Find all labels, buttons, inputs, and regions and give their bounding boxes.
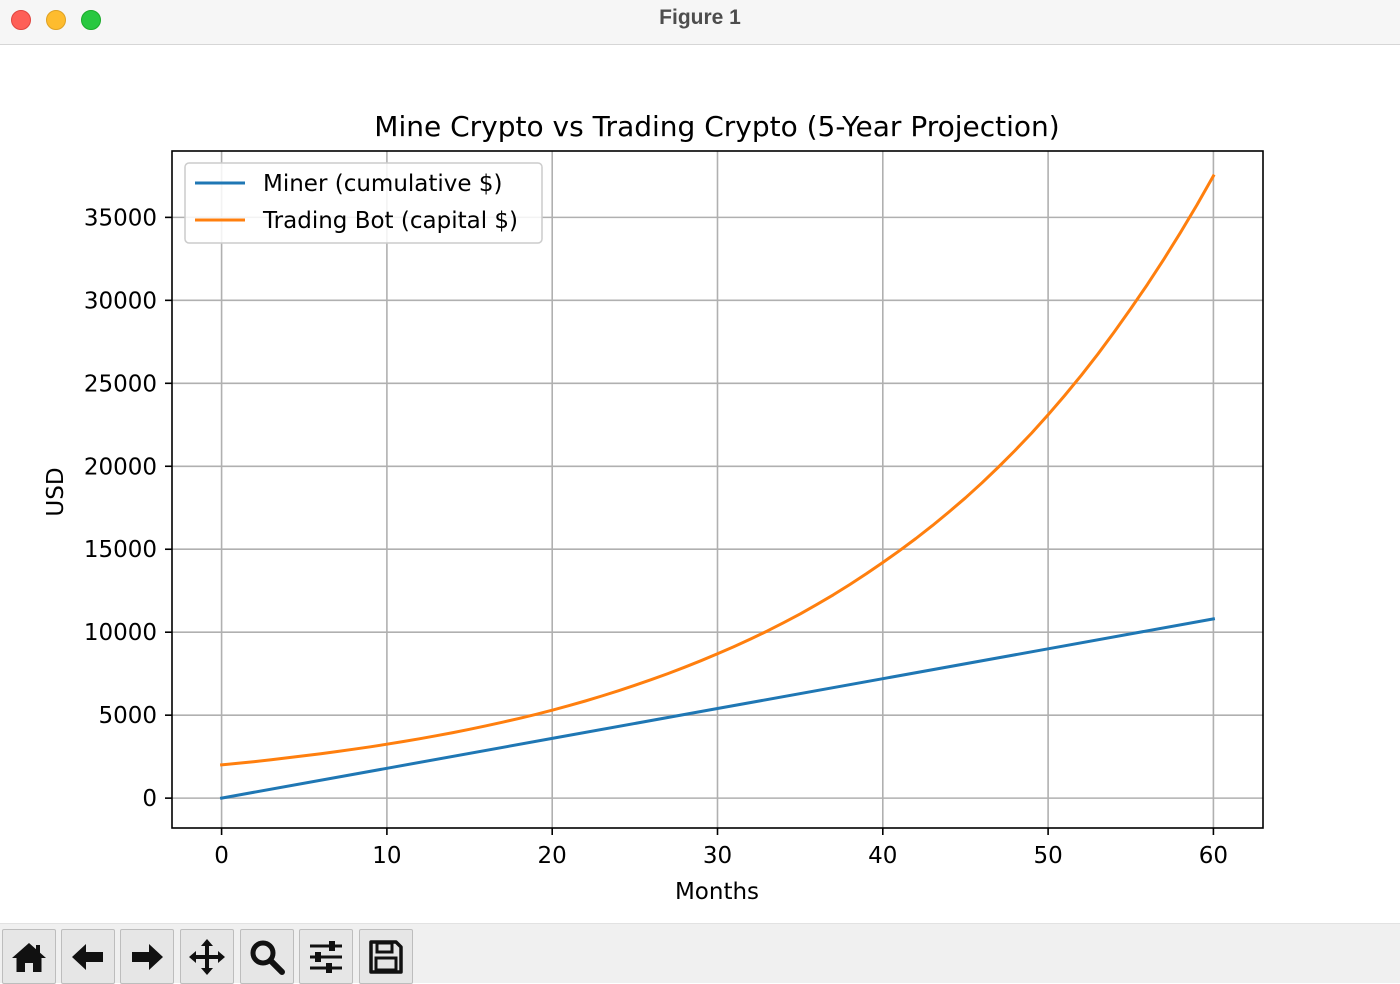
move-icon [189,938,225,975]
home-button[interactable] [2,929,56,984]
save-button[interactable] [359,929,413,984]
minimize-window-button[interactable] [46,10,66,30]
figure-canvas: 0 10 20 30 40 50 60 0 5000 10000 15000 20000 25000 30… [0,45,1400,923]
navigation-toolbar [0,923,1400,984]
x-tick-label: 60 [1199,843,1228,869]
series-line-trading-bot [219,173,1216,767]
zoom-button[interactable] [240,929,294,984]
window-title: Figure 1 [659,6,741,29]
x-tick-label: 10 [372,843,401,869]
y-tick-label: 30000 [84,288,157,314]
x-tick-label: 40 [868,843,897,869]
y-tick-label: 25000 [84,371,157,397]
axis-ticks: 0 10 20 30 40 50 60 0 5000 10000 15000 20000 25000 30… [84,205,1228,869]
chart-title: Mine Crypto vs Trading Crypto (5-Year Pr… [374,110,1059,143]
y-tick-label: 10000 [84,620,157,646]
x-tick-label: 0 [214,843,229,869]
back-button[interactable] [61,929,115,984]
zoom-window-button[interactable] [81,10,101,30]
configure-subplots-button[interactable] [299,929,353,984]
floppy-disk-icon [369,939,403,974]
sliders-icon [310,940,342,973]
series-lines [219,173,1216,800]
x-axis-label: Months [675,879,759,905]
legend: Miner (cumulative $) Trading Bot (capita… [184,162,543,244]
y-tick-label: 35000 [84,205,157,231]
grid [172,151,1263,828]
pan-button[interactable] [180,929,234,984]
forward-button[interactable] [120,929,174,984]
magnifier-icon [250,940,285,975]
y-tick-label: 15000 [84,537,157,563]
y-axis-label: USD [43,467,69,516]
window-titlebar: Figure 1 [0,0,1400,45]
home-icon [12,942,46,972]
close-window-button[interactable] [11,10,31,30]
arrow-left-icon [72,943,103,970]
x-tick-label: 20 [538,843,567,869]
y-tick-label: 20000 [84,454,157,480]
x-tick-label: 30 [703,843,732,869]
line-chart: 0 10 20 30 40 50 60 0 5000 10000 15000 20000 25000 30… [43,110,1264,905]
series-line-miner [219,617,1216,800]
arrow-right-icon [132,943,163,970]
y-tick-label: 0 [142,786,157,812]
legend-box [184,162,543,244]
legend-label-trading-bot: Trading Bot (capital $) [262,208,518,234]
legend-label-miner: Miner (cumulative $) [263,171,502,197]
y-tick-label: 5000 [98,703,157,729]
x-tick-label: 50 [1033,843,1062,869]
